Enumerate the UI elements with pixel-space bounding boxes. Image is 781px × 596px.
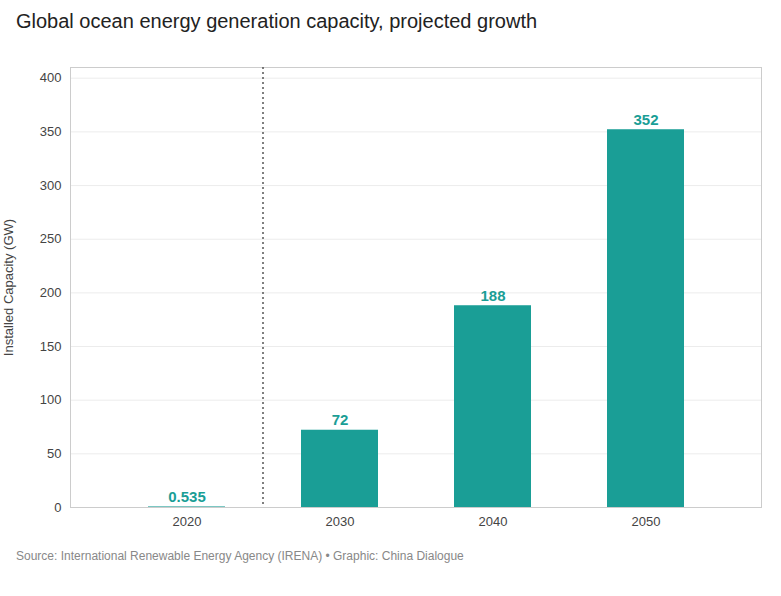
svg-text:200: 200 xyxy=(40,285,62,300)
svg-text:2040: 2040 xyxy=(479,514,508,529)
svg-text:0: 0 xyxy=(54,500,61,515)
svg-text:50: 50 xyxy=(47,446,61,461)
svg-text:Installed Capacity (GW): Installed Capacity (GW) xyxy=(1,219,16,356)
html-text:Global ocean energy generation: Global ocean energy generation capacity,… xyxy=(16,10,538,32)
html-text:Source: International Renewabl: Source: International Renewable Energy A… xyxy=(16,549,464,563)
svg-text:400: 400 xyxy=(40,70,62,85)
svg-text:72: 72 xyxy=(332,411,349,428)
svg-text:0.535: 0.535 xyxy=(168,488,206,505)
svg-text:100: 100 xyxy=(40,392,62,407)
svg-text:2030: 2030 xyxy=(326,514,355,529)
svg-text:250: 250 xyxy=(40,231,62,246)
svg-text:2020: 2020 xyxy=(173,514,202,529)
svg-text:300: 300 xyxy=(40,178,62,193)
svg-text:350: 350 xyxy=(40,124,62,139)
svg-text:2050: 2050 xyxy=(632,514,661,529)
svg-text:352: 352 xyxy=(633,111,658,128)
svg-text:188: 188 xyxy=(480,287,505,304)
svg-text:150: 150 xyxy=(40,339,62,354)
